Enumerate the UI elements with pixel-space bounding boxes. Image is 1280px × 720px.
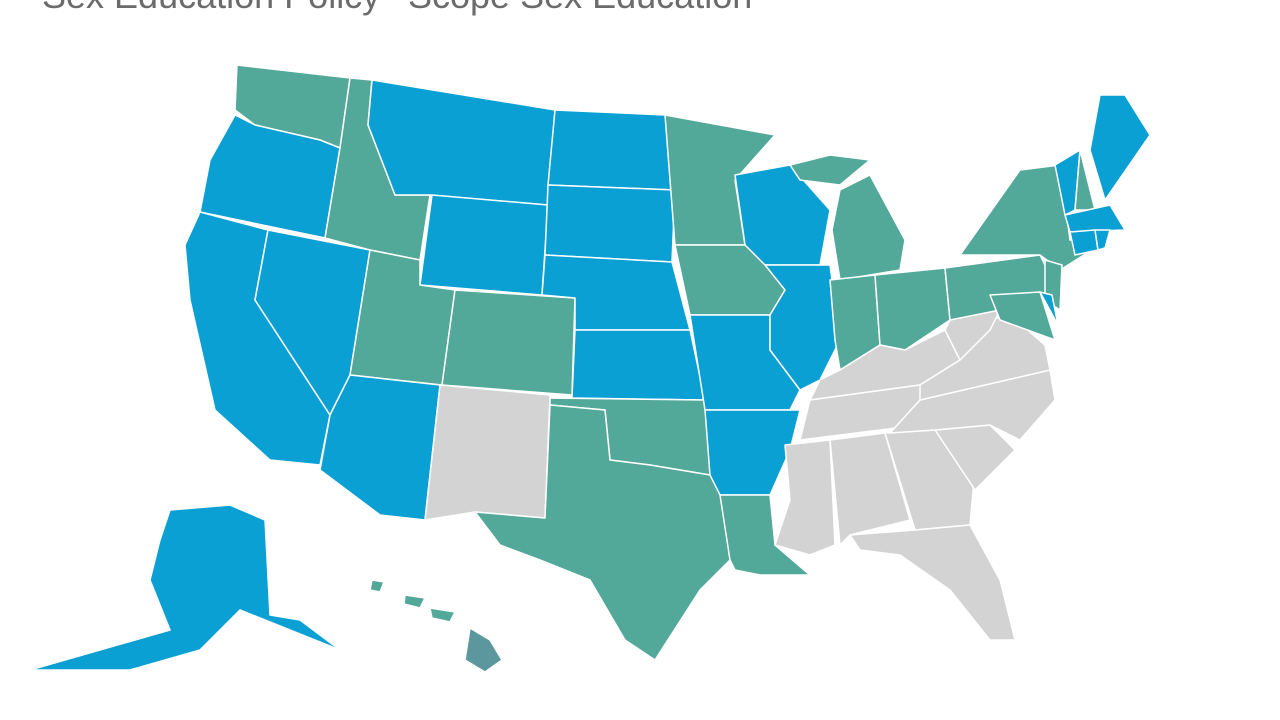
states: [29, 64, 1151, 673]
state: [1064, 204, 1126, 233]
state: [464, 627, 503, 673]
state: [441, 289, 576, 396]
state: [831, 174, 906, 281]
state: [424, 384, 551, 521]
map-title: Sex Education Policy: [42, 0, 380, 16]
state: [367, 79, 556, 206]
state: [989, 291, 1056, 341]
state: [849, 524, 1016, 641]
state: [547, 109, 676, 191]
state: [874, 267, 951, 351]
state: [1089, 94, 1151, 201]
state: [419, 194, 549, 296]
state: [1039, 291, 1059, 326]
state: [719, 494, 811, 576]
state: [29, 504, 341, 671]
state: [889, 369, 1056, 441]
state: [403, 594, 426, 609]
state: [369, 579, 385, 593]
state: [789, 154, 871, 186]
state: [429, 607, 456, 623]
state: [1069, 229, 1099, 256]
state: [571, 329, 706, 401]
state: [829, 432, 911, 546]
state: [544, 184, 676, 263]
state: [1094, 229, 1111, 251]
state: [474, 404, 731, 661]
map-subtitle: Scope Sex Education: [408, 0, 752, 16]
